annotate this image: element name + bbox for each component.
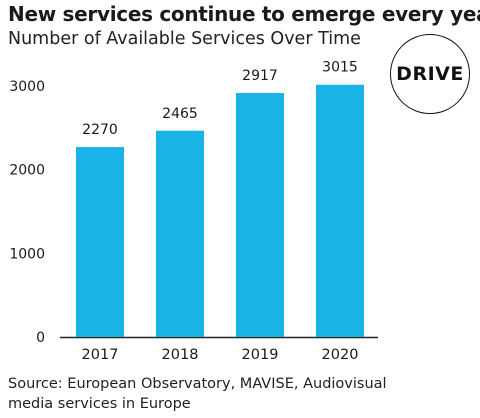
chart-title: New services continue to emerge every ye… [8, 2, 480, 26]
x-tick-label: 2019 [242, 347, 279, 363]
source-note: Source: European Observatory, MAVISE, Au… [8, 374, 468, 414]
drive-logo: DRIVE [390, 34, 470, 114]
x-tick-label: 2018 [162, 347, 199, 363]
y-tick-label: 3000 [9, 79, 45, 95]
bar-2020 [316, 84, 364, 338]
source-line-1: Source: European Observatory, MAVISE, Au… [8, 376, 387, 392]
data-labels: 2270 2465 2917 3015 [82, 60, 358, 138]
y-tick-label: 2000 [9, 163, 45, 179]
source-line-2: media services in Europe [8, 396, 191, 412]
chart-subtitle: Number of Available Services Over Time [8, 29, 361, 49]
y-tick-label: 0 [36, 330, 45, 346]
bar-2017 [76, 147, 124, 337]
y-tick-label: 1000 [9, 246, 45, 262]
x-axis-ticks: 2017 2018 2019 2020 [82, 347, 359, 363]
bar-2019 [236, 92, 284, 337]
data-label: 2270 [82, 122, 118, 138]
data-label: 2917 [242, 68, 278, 84]
bars [76, 84, 364, 338]
bar-2018 [156, 130, 204, 337]
data-label: 3015 [322, 60, 358, 76]
y-axis-ticks: 0 1000 2000 3000 [9, 79, 45, 346]
x-tick-label: 2017 [82, 347, 119, 363]
x-tick-label: 2020 [322, 347, 359, 363]
logo-text: DRIVE [396, 63, 464, 85]
data-label: 2465 [162, 106, 198, 122]
